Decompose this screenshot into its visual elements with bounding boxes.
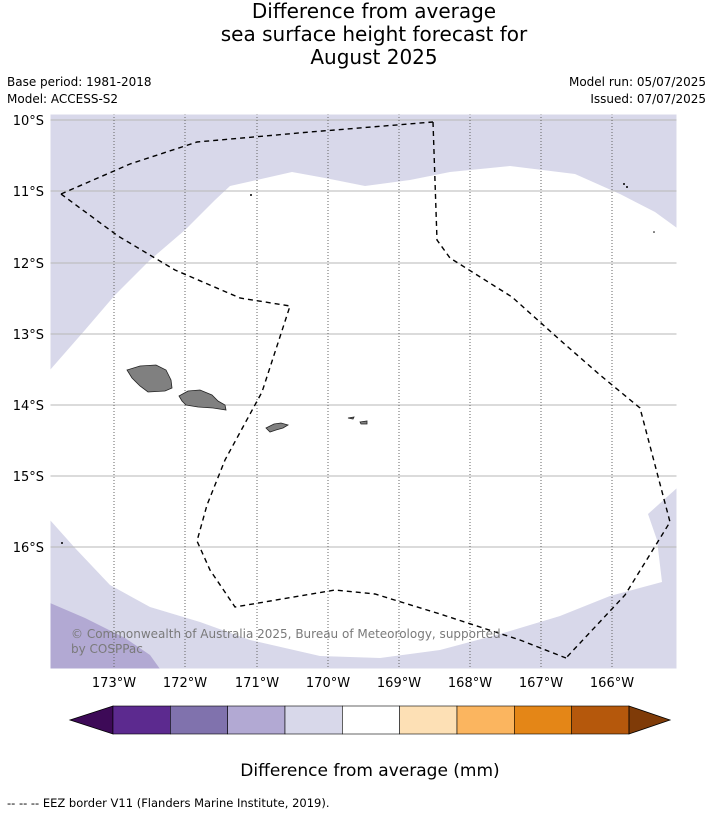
title-line-1: Difference from average — [251, 0, 497, 23]
colorbar-extension-high — [628, 705, 672, 735]
lat-label: 11°S — [13, 185, 44, 200]
colorbar-segment — [514, 705, 572, 735]
colorbar-segment — [112, 705, 171, 735]
sea-level-map: 10°S 11°S 12°S 13°S 14°S 15°S 16°S 173°W… — [13, 113, 678, 740]
colorbar-segment — [571, 705, 630, 735]
lon-label: 171°W — [235, 676, 279, 691]
longitude-labels: 173°W 172°W 171°W 170°W 169°W 168°W 167°… — [92, 676, 634, 691]
upolu-island — [178, 389, 227, 411]
savaii-island — [126, 364, 173, 393]
colorbar-tick-labels: -300 -200 -100 -60 -30 30 60 100 200 300 — [96, 737, 643, 740]
lon-label: 170°W — [306, 676, 350, 691]
longitude-gridlines — [113, 114, 613, 669]
colorbar-tick-label: 300 — [615, 737, 644, 740]
lat-label: 15°S — [13, 470, 44, 485]
tau-island — [359, 420, 368, 425]
anomaly-region-southwest — [50, 603, 160, 669]
eez-legend-note: -- -- -- EEZ border V11 (Flanders Marine… — [7, 796, 330, 810]
colorbar-segment — [227, 705, 286, 735]
colorbar — [68, 705, 672, 735]
latitude-labels: 10°S 11°S 12°S 13°S 14°S 15°S 16°S — [13, 114, 44, 556]
lon-label: 166°W — [590, 676, 634, 691]
colorbar-tick-label: 30 — [390, 737, 409, 740]
colorbar-tick-label: -300 — [96, 737, 130, 740]
colorbar-extension-low — [68, 705, 114, 735]
lat-label: 13°S — [13, 328, 44, 343]
lon-label: 167°W — [519, 676, 563, 691]
colorbar-tick-label: -30 — [330, 737, 355, 740]
colorbar-tick-label: 100 — [500, 737, 529, 740]
colorbar-segment — [399, 705, 458, 735]
colorbar-title: Difference from average (mm) — [240, 761, 500, 781]
title-line-3: August 2025 — [310, 45, 438, 69]
colorbar-tick-label: -100 — [211, 737, 245, 740]
lat-label: 10°S — [13, 114, 44, 129]
copyright-line-1: © Commonwealth of Australia 2025, Bureau… — [71, 627, 501, 641]
colorbar-segment — [456, 705, 515, 735]
islands — [126, 364, 368, 433]
colorbar-tick-label: 60 — [447, 737, 466, 740]
map-title: Difference from average sea surface heig… — [0, 0, 713, 69]
lat-label: 12°S — [13, 257, 44, 272]
eez-border-samoa-north — [60, 121, 434, 195]
lat-label: 14°S — [13, 399, 44, 414]
eez-border-american-samoa — [432, 121, 671, 659]
colorbar-tick-label: -60 — [273, 737, 298, 740]
issued-date: Issued: 07/07/2025 — [590, 92, 706, 106]
lon-label: 173°W — [92, 676, 136, 691]
anomaly-region-top — [50, 114, 677, 370]
colorbar-segment — [284, 705, 343, 735]
colorbar-tick-label: -200 — [153, 737, 187, 740]
eez-border-samoa — [60, 193, 567, 659]
copyright-line-2: by COSPPac — [71, 642, 143, 656]
copyright-notice: © Commonwealth of Australia 2025, Bureau… — [71, 627, 501, 656]
colorbar-tick-label: 200 — [557, 737, 586, 740]
lon-label: 172°W — [163, 676, 207, 691]
colorbar-segment — [342, 705, 400, 735]
latitude-gridlines — [50, 119, 677, 548]
lon-label: 169°W — [377, 676, 421, 691]
map-frame — [49, 113, 678, 670]
small-atolls — [61, 183, 655, 544]
lon-label: 168°W — [448, 676, 492, 691]
model-name: Model: ACCESS-S2 — [7, 92, 119, 106]
base-period: Base period: 1981-2018 — [7, 75, 152, 89]
ofu-island — [347, 416, 355, 420]
colorbar-segment — [170, 705, 228, 735]
lat-label: 16°S — [13, 541, 44, 556]
model-info: Base period: 1981-2018 Model: ACCESS-S2 — [7, 74, 152, 108]
run-info: Model run: 05/07/2025 Issued: 07/07/2025 — [569, 74, 706, 108]
title-line-2: sea surface height forecast for — [220, 22, 528, 46]
tutuila-island — [265, 422, 289, 433]
model-run-date: Model run: 05/07/2025 — [568, 75, 706, 89]
